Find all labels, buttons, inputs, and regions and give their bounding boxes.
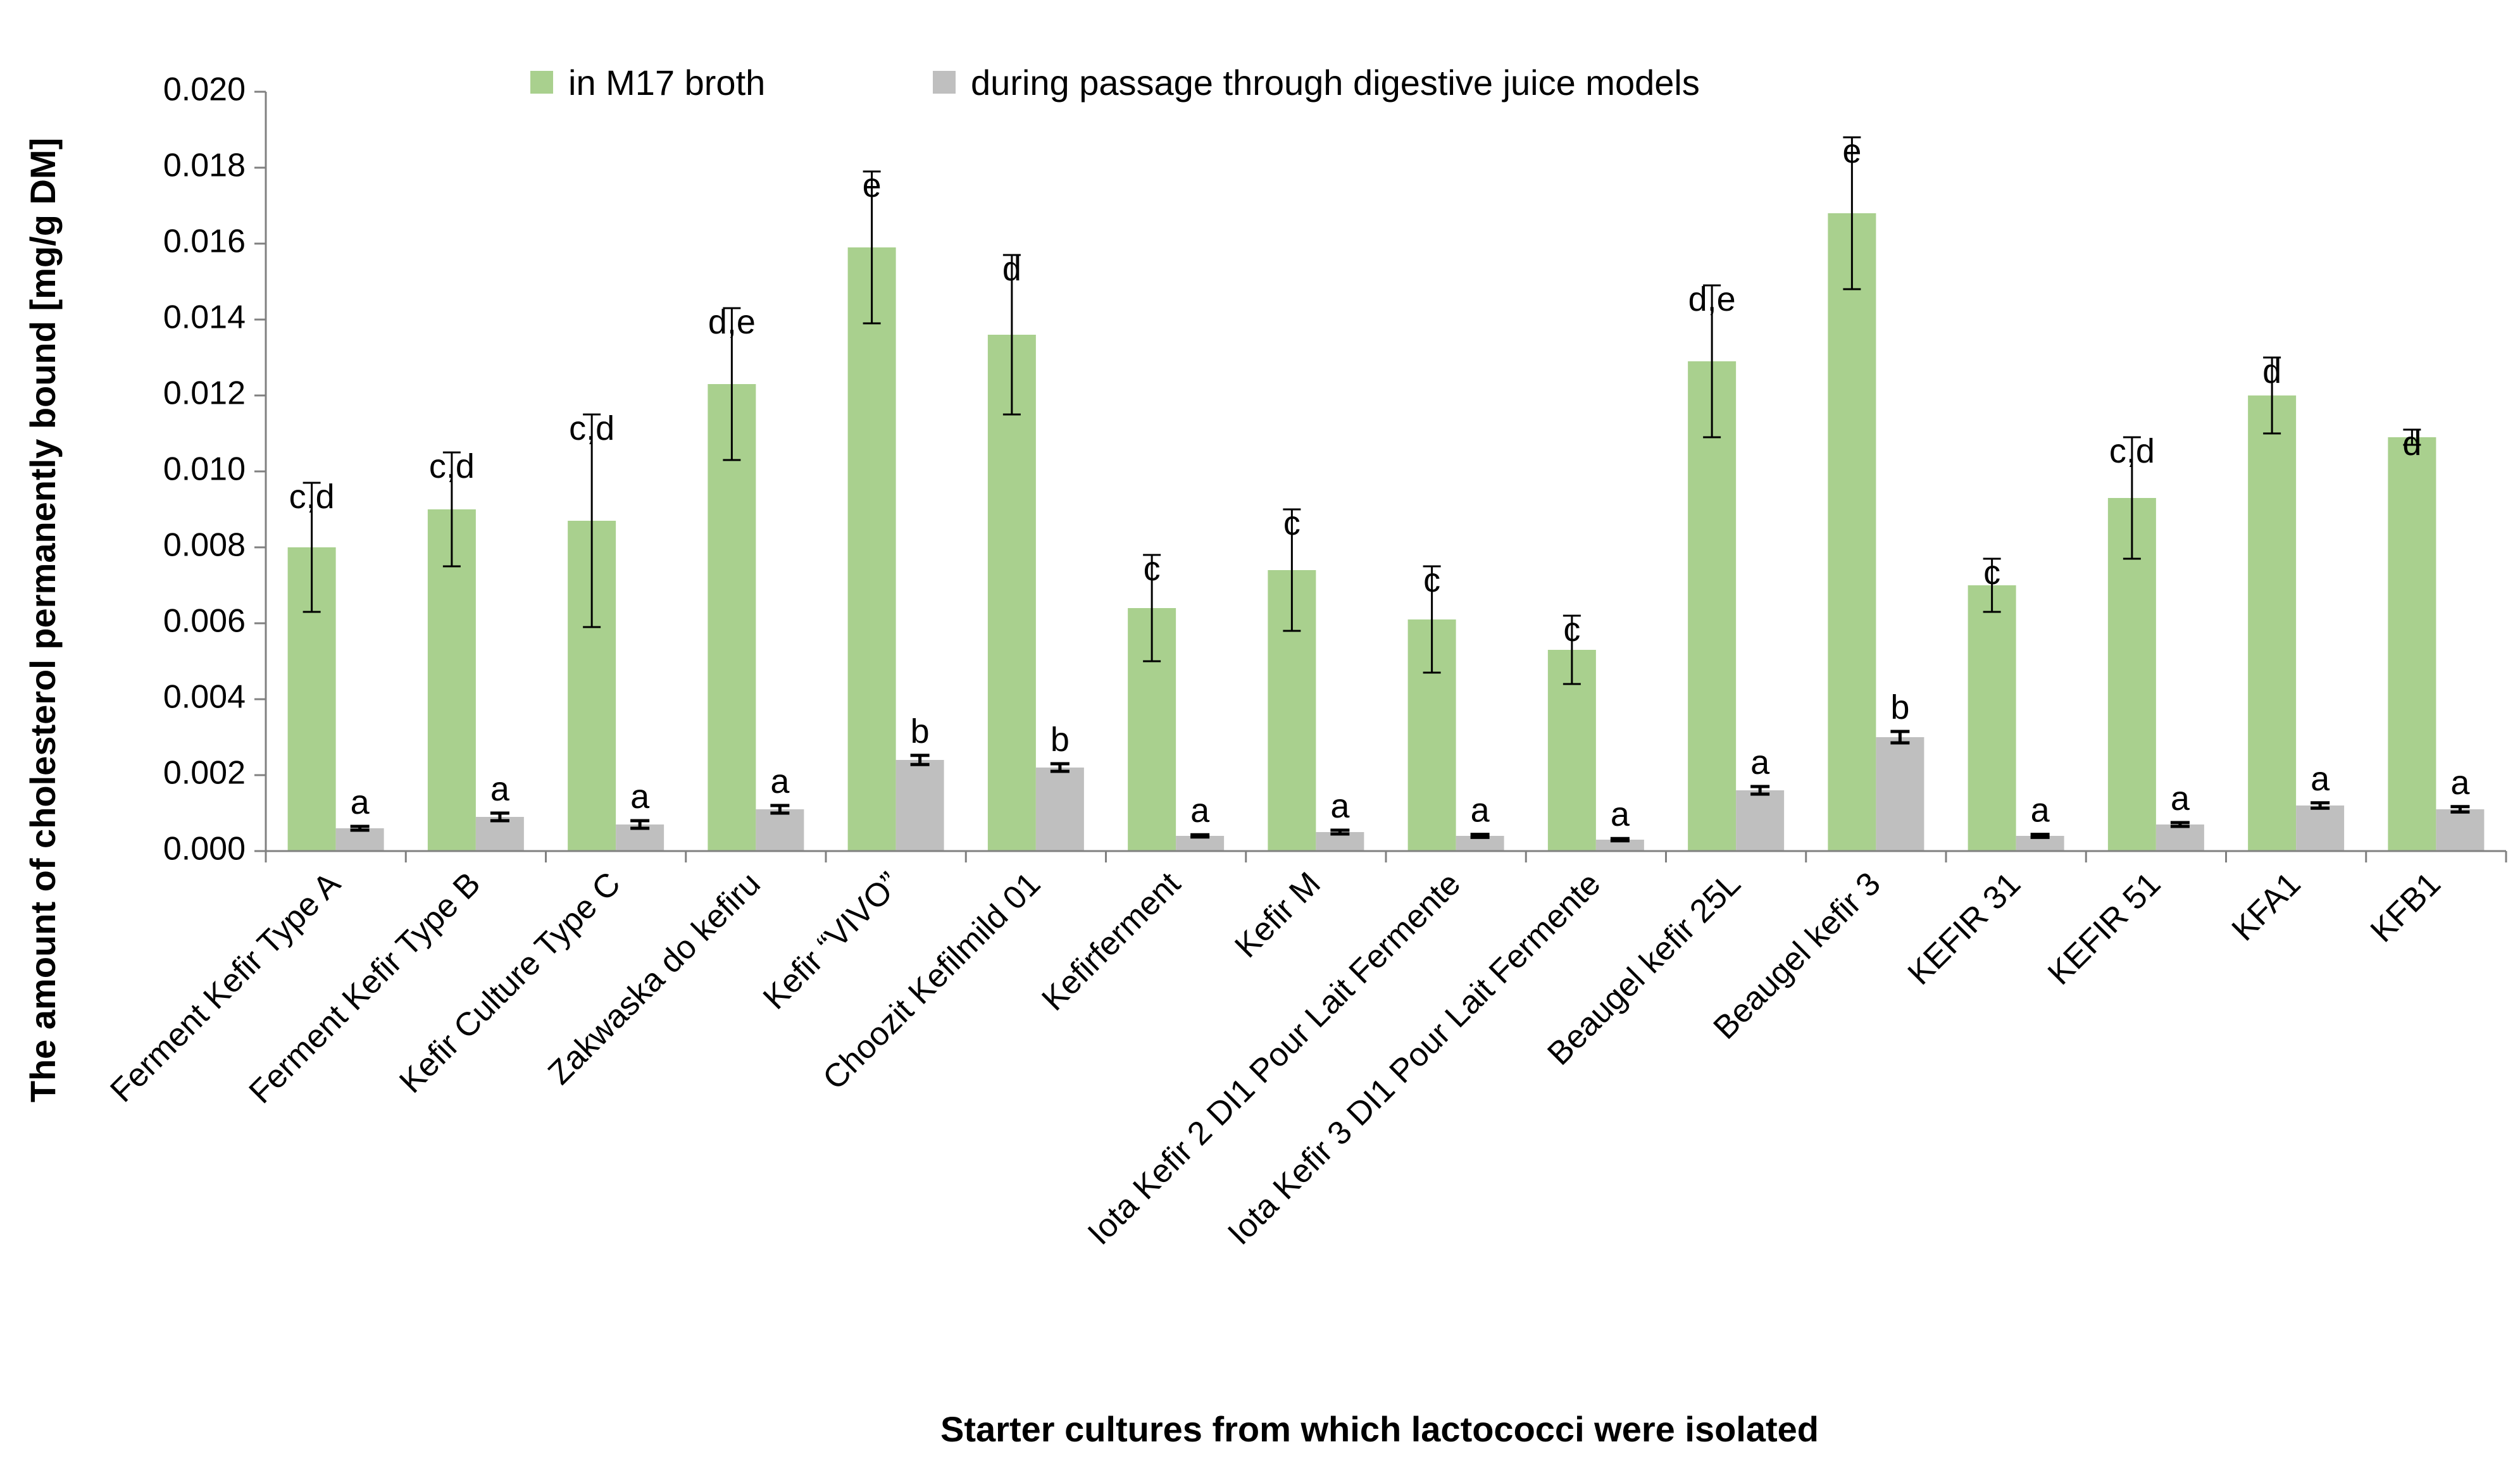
y-tick-label: 0.006 [163, 603, 246, 640]
bar-digestive [2296, 806, 2345, 851]
significance-label-digestive: a [630, 778, 650, 816]
significance-label-m17: d,e [708, 303, 756, 341]
legend-label-m17: in M17 broth [568, 63, 765, 103]
y-tick-label: 0.014 [163, 299, 246, 336]
legend: in M17 broth during passage through dige… [530, 63, 1700, 103]
x-tick-label: KEFIR 31 [1901, 865, 2028, 992]
significance-label-m17: c,d [429, 447, 475, 485]
significance-label-m17: c [1423, 561, 1440, 599]
bar-digestive [1736, 790, 1785, 851]
bar-digestive [895, 760, 944, 851]
x-tick-label: KEFIR 51 [2041, 865, 2168, 992]
y-tick-label: 0.004 [163, 679, 246, 716]
bar-digestive [1035, 768, 1084, 851]
significance-label-m17: d [1002, 250, 1021, 288]
x-tick-label: Ferment Kefir Type A [103, 865, 347, 1109]
significance-label-m17: c [1983, 554, 2000, 592]
significance-label-digestive: a [1611, 795, 1630, 833]
x-axis-title: Starter cultures from which lactococci w… [940, 1409, 1819, 1449]
bar-digestive [2436, 809, 2485, 851]
legend-label-digestive: during passage through digestive juice m… [971, 63, 1700, 103]
axes [254, 90, 2507, 862]
bar-m17 [1968, 585, 2016, 851]
significance-label-m17: e [1842, 132, 1861, 170]
y-axis-title: The amount of cholesterol permanently bo… [23, 138, 63, 1102]
significance-label-digestive: a [1330, 787, 1350, 825]
y-tick-labels: 0.000 0.002 0.004 0.006 0.008 0.010 0.012 0.014… [163, 72, 246, 868]
significance-label-m17: c [1144, 550, 1161, 588]
x-tick-label: Kefir “VIVO” [756, 865, 908, 1016]
bar-m17 [2388, 437, 2436, 851]
bar-m17 [1828, 213, 1876, 851]
x-tick-label: KFA1 [2225, 865, 2308, 948]
significance-label-m17: c [1283, 504, 1301, 542]
bar-m17 [987, 335, 1036, 851]
x-tick-label: Kefirferment [1035, 865, 1188, 1018]
significance-label-m17: d [2262, 352, 2281, 390]
significance-label-m17: c,d [2109, 432, 2155, 470]
y-tick-label: 0.012 [163, 375, 246, 412]
bar-digestive [475, 817, 524, 851]
legend-swatch-digestive [933, 71, 956, 94]
y-tick-label: 0.018 [163, 147, 246, 184]
x-tick-label: Ferment Kefir Type B [242, 865, 488, 1110]
x-tick-label: Kefir M [1228, 865, 1327, 964]
significance-label-m17: c,d [289, 478, 335, 516]
significance-label-m17: c [1563, 611, 1580, 649]
y-tick-label: 0.010 [163, 451, 246, 488]
significance-label-digestive: a [1471, 792, 1490, 830]
significance-label-m17: e [863, 166, 882, 204]
significance-label-digestive: a [2450, 764, 2470, 802]
bar-digestive [1876, 737, 1924, 851]
bar-m17 [847, 247, 896, 851]
bar-digestive [2155, 824, 2204, 851]
significance-label-digestive: a [2031, 792, 2050, 830]
significance-label-digestive: a [490, 770, 510, 808]
legend-swatch-m17 [530, 71, 553, 94]
bar-digestive [335, 828, 384, 851]
y-tick-label: 0.002 [163, 755, 246, 792]
significance-label-digestive: a [2171, 780, 2190, 818]
significance-label-digestive: a [2311, 760, 2330, 798]
y-tick-label: 0.020 [163, 72, 246, 108]
bar-m17 [1688, 361, 1737, 851]
significance-label-digestive: b [911, 712, 930, 750]
significance-label-m17: c,d [569, 409, 614, 447]
y-tick-label: 0.016 [163, 223, 246, 260]
bar-digestive [1595, 840, 1644, 851]
x-tick-label: KFB1 [2364, 865, 2448, 949]
significance-label-digestive: a [770, 762, 790, 800]
y-tick-label: 0.000 [163, 831, 246, 868]
bars [287, 136, 2485, 851]
bar-m17 [708, 384, 756, 851]
significance-label-digestive: a [1190, 792, 1210, 830]
significance-labels: c,d a c,d a c,d a d,e a e b d b c a c a c a c a d,e a e b c a c,d a… [289, 132, 2471, 833]
significance-label-digestive: b [1051, 721, 1070, 759]
significance-label-digestive: a [351, 783, 370, 821]
bar-m17 [2248, 395, 2297, 851]
significance-label-m17: d [2402, 425, 2421, 463]
significance-label-m17: d,e [1688, 280, 1736, 318]
significance-label-digestive: b [1890, 688, 1909, 726]
y-tick-label: 0.008 [163, 527, 246, 564]
bar-digestive [756, 809, 804, 851]
significance-label-digestive: a [1750, 743, 1770, 781]
